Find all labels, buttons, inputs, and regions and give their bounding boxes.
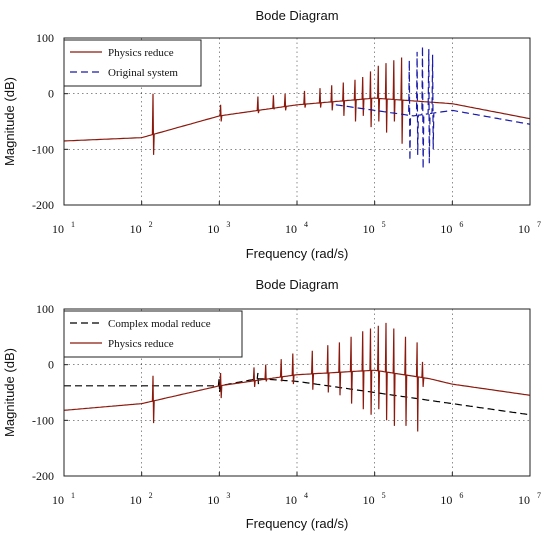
legend: Complex modal reduce Physics reduce [63,310,243,358]
x-tick-label: 10 [518,493,530,507]
series-line-1 [64,57,530,155]
chart-title: Bode Diagram [255,8,338,23]
legend-label-1: Physics reduce [108,47,174,59]
legend-box [63,39,202,87]
x-tick-exponent: 6 [459,491,463,500]
x-tick-exponent: 3 [226,491,230,500]
x-tick-exponent: 3 [226,220,230,229]
x-tick-exponent: 4 [304,491,308,500]
y-axis-label: Magnitude (dB) [2,348,17,437]
x-tick-exponent: 5 [382,220,386,229]
x-tick-label: 10 [363,493,375,507]
y-tick-label: 100 [36,302,54,316]
legend-label-2: Original system [108,67,178,79]
y-tick-label: 0 [48,87,54,101]
y-tick-label: -200 [32,198,54,212]
x-tick-label: 10 [207,493,219,507]
y-tick-label: 0 [48,358,54,372]
x-axis-label: Frequency (rad/s) [246,516,349,531]
x-tick-label: 10 [52,493,64,507]
x-tick-label: 10 [130,493,142,507]
x-tick-label: 10 [52,222,64,236]
x-tick-label: 10 [518,222,530,236]
y-tick-label: -100 [32,142,54,156]
y-tick-label: -100 [32,413,54,427]
x-tick-label: 10 [285,493,297,507]
x-tick-label: 10 [440,493,452,507]
series-line-2 [64,322,530,432]
x-tick-exponent: 1 [71,491,75,500]
x-tick-label: 10 [363,222,375,236]
legend-box [63,310,243,358]
x-tick-exponent: 7 [537,220,541,229]
y-axis-label: Magnitude (dB) [2,77,17,166]
series-line-2 [335,46,530,169]
x-tick-label: 10 [285,222,297,236]
x-tick-exponent: 2 [149,220,153,229]
legend: Physics reduce Original system [63,39,202,87]
x-tick-label: 10 [207,222,219,236]
x-tick-exponent: 5 [382,491,386,500]
legend-label-1: Complex modal reduce [108,318,211,330]
y-tick-label: -200 [32,469,54,483]
x-tick-exponent: 7 [537,491,541,500]
x-tick-exponent: 2 [149,491,153,500]
y-tick-label: 100 [36,31,54,45]
chart-title: Bode Diagram [255,277,338,292]
x-tick-label: 10 [130,222,142,236]
legend-label-2: Physics reduce [108,338,174,350]
series-line-1 [64,372,530,416]
x-tick-exponent: 6 [459,220,463,229]
x-tick-exponent: 1 [71,220,75,229]
x-tick-exponent: 4 [304,220,308,229]
x-axis-label: Frequency (rad/s) [246,246,349,261]
x-tick-label: 10 [440,222,452,236]
